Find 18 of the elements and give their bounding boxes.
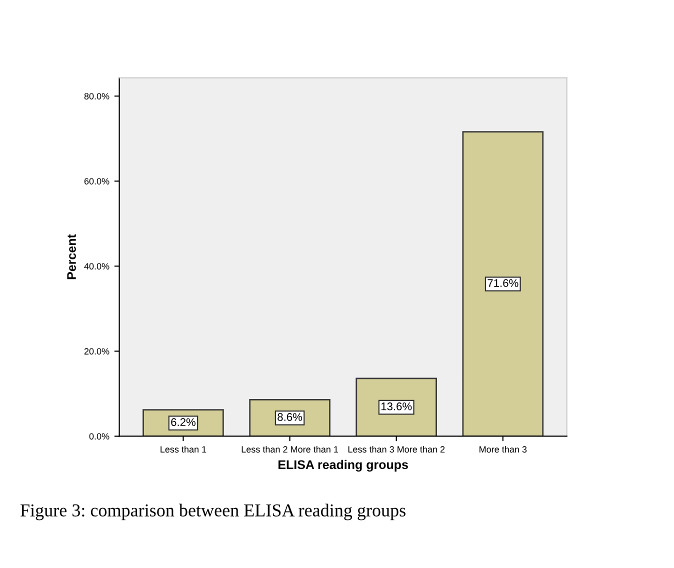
y-axis-title: Percent (67, 234, 76, 280)
y-tick-label: 20.0% (84, 348, 110, 355)
bar (462, 131, 544, 436)
data-label: 8.6% (278, 413, 302, 421)
bar (356, 378, 437, 436)
x-axis-title: ELISA reading groups (278, 460, 408, 472)
x-tick-label: Less than 1 (160, 446, 206, 453)
x-tick-label: Less than 2 More than 1 (242, 446, 338, 453)
data-label: 13.6% (381, 402, 412, 410)
y-tick-label: 80.0% (84, 93, 110, 100)
y-tick-label: 0.0% (89, 433, 110, 440)
caption: Figure 3: comparison between ELISA reading groups (20, 504, 406, 520)
data-label: 6.2% (171, 418, 196, 426)
x-tick-label: Less than 3 More than 2 (348, 446, 445, 453)
data-label: 71.6% (488, 279, 518, 287)
x-tick-label: More than 3 (480, 446, 527, 453)
y-tick-label: 60.0% (84, 178, 110, 184)
y-tick-label: 40.0% (84, 263, 110, 270)
